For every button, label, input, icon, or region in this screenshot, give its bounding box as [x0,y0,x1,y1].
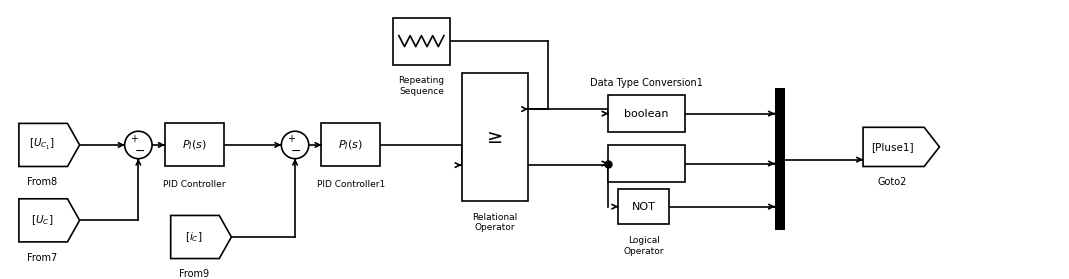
Text: $P_I(s)$: $P_I(s)$ [182,138,206,152]
Text: From7: From7 [27,252,57,263]
Polygon shape [19,199,79,242]
Text: $P_I(s)$: $P_I(s)$ [339,138,363,152]
Text: −: − [291,145,301,158]
FancyBboxPatch shape [322,123,381,167]
Text: Logical
Operator: Logical Operator [623,236,664,256]
FancyBboxPatch shape [462,73,528,201]
Text: $[U_C]$: $[U_C]$ [31,213,53,227]
Polygon shape [171,215,231,259]
Text: Goto2: Goto2 [878,177,907,187]
FancyBboxPatch shape [165,123,223,167]
Text: +: + [286,134,295,144]
Text: +: + [130,134,138,144]
FancyBboxPatch shape [608,95,685,132]
Text: From8: From8 [27,177,57,187]
Text: −: − [135,145,145,158]
Text: ≥: ≥ [486,128,503,146]
Text: Relational
Operator: Relational Operator [472,213,517,232]
Polygon shape [863,127,940,167]
FancyBboxPatch shape [393,18,450,65]
Text: boolean: boolean [624,109,669,119]
Text: NOT: NOT [632,202,655,212]
Text: $[i_C]$: $[i_C]$ [185,230,202,244]
Text: $[U_{C_1}]$: $[U_{C_1}]$ [29,138,55,152]
Text: PID Controller: PID Controller [162,180,226,189]
Text: [Pluse1]: [Pluse1] [871,142,913,152]
Text: PID Controller1: PID Controller1 [316,180,385,189]
FancyBboxPatch shape [618,189,669,224]
Bar [775,88,785,230]
Circle shape [125,131,152,159]
Text: Repeating
Sequence: Repeating Sequence [399,76,445,96]
Polygon shape [19,123,79,167]
Text: Data Type Conversion1: Data Type Conversion1 [590,78,703,88]
Circle shape [281,131,309,159]
Text: From9: From9 [179,269,208,279]
FancyBboxPatch shape [608,145,685,182]
